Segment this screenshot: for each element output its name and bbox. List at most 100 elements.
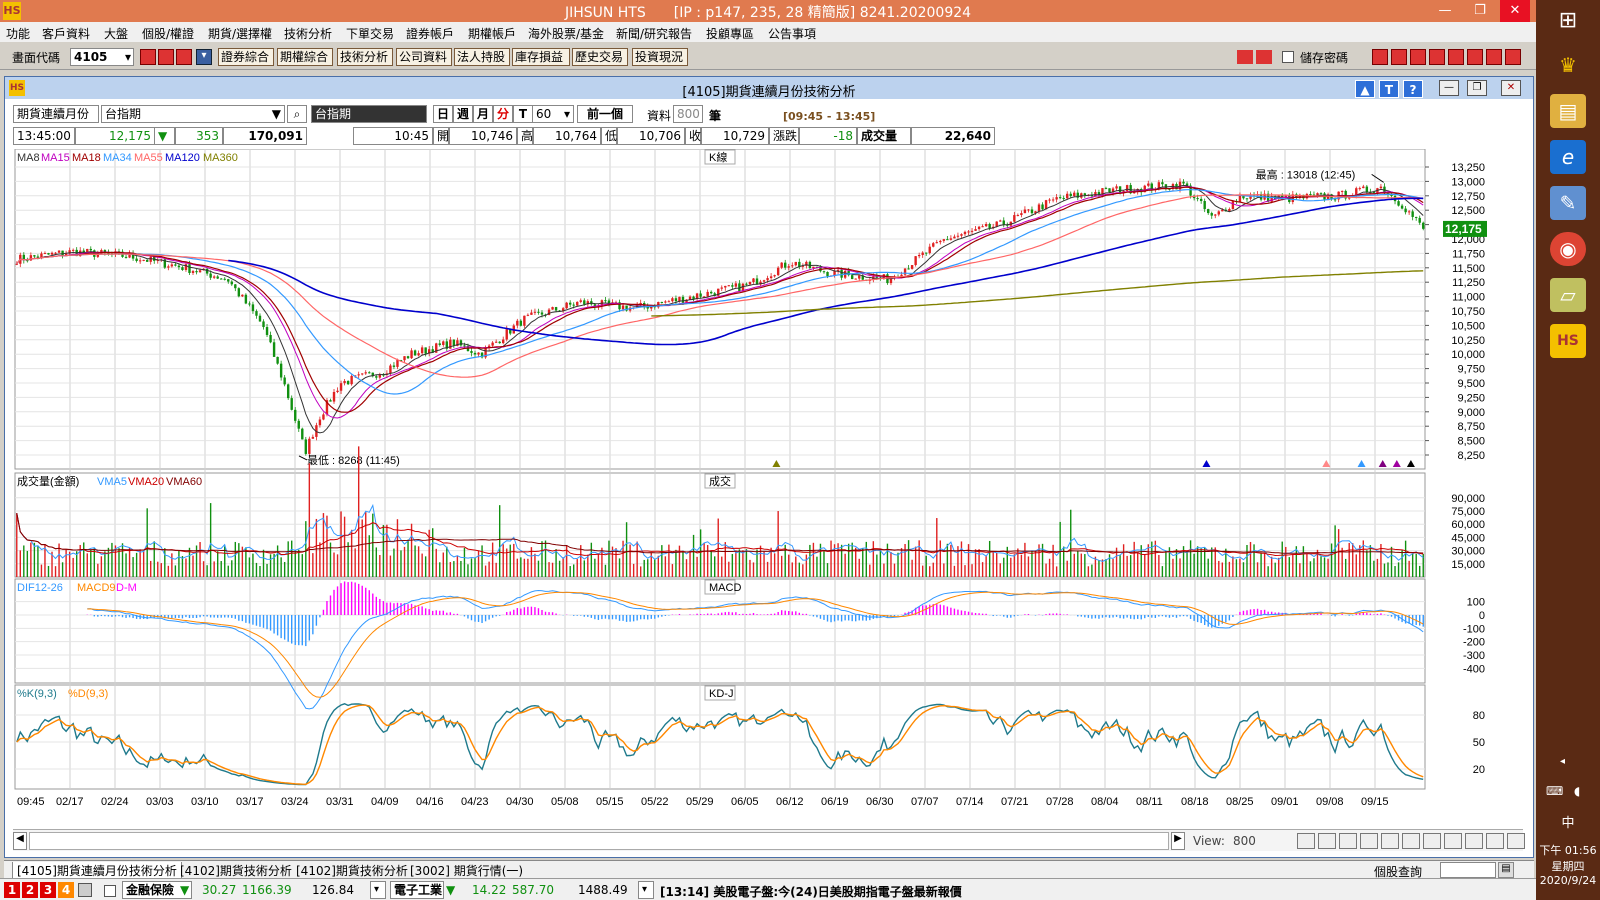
chart-tool-icon-6[interactable] — [1423, 833, 1441, 849]
period-button-0[interactable]: 日 — [433, 105, 453, 123]
period-button-3[interactable]: 分 — [493, 105, 513, 123]
stock-query-input[interactable] — [1440, 862, 1496, 878]
flag-left-icon[interactable] — [1237, 50, 1253, 64]
page-button-2[interactable]: 2 — [22, 882, 38, 898]
toolbar-button-2[interactable]: 技術分析 — [337, 48, 393, 66]
menu-item-7[interactable]: 證券帳戶 — [406, 27, 455, 41]
menu-item-9[interactable]: 海外股票/基金 — [528, 27, 605, 41]
crown-icon[interactable]: ♛ — [1559, 53, 1577, 77]
technical-chart-svg[interactable]: 13,25013,00012,75012,50012,25012,00011,7… — [13, 148, 1523, 825]
toolbar-button-0[interactable]: 證券綜合 — [218, 48, 274, 66]
page-button-4[interactable]: 4 — [58, 882, 74, 898]
data-count-input[interactable]: 800 — [673, 105, 703, 123]
menu-item-0[interactable]: 功能 — [6, 27, 31, 41]
query-menu-icon[interactable]: ▤ — [1498, 862, 1514, 878]
toolbar-button-4[interactable]: 法人持股 — [454, 48, 510, 66]
screen-code-input[interactable]: 4105 ▾ — [70, 48, 134, 66]
dropdown-icon[interactable]: ▾ — [196, 49, 212, 65]
prev-symbol-button[interactable]: 前一個 — [577, 105, 633, 123]
window-tab-0[interactable]: [4105]期貨連續月份技術分析 — [12, 862, 182, 880]
menu-item-8[interactable]: 期權帳戶 — [468, 27, 517, 41]
chart-tool-icon-8[interactable] — [1465, 833, 1483, 849]
save-password-checkbox[interactable] — [1282, 51, 1294, 63]
notes-icon[interactable]: ▱ — [1550, 278, 1586, 312]
ime-indicator[interactable]: 中 — [1561, 816, 1575, 831]
chart-area[interactable]: 13,25013,00012,75012,50012,25012,00011,7… — [13, 148, 1523, 825]
menu-item-12[interactable]: 公告事項 — [768, 27, 817, 41]
chevron-down-icon[interactable]: ▾ — [124, 50, 131, 64]
news-ticker[interactable]: [13:14] 美股電子盤:今(24)日美股期指電子盤最新報價 — [660, 885, 962, 899]
magnifier-icon[interactable]: ⌕ — [287, 105, 307, 123]
menu-item-10[interactable]: 新聞/研究報告 — [616, 27, 693, 41]
print-icon[interactable] — [176, 49, 192, 65]
child-restore-button[interactable]: ❐ — [1467, 80, 1487, 96]
window-tab-1[interactable]: [4102]期貨技術分析 — [180, 864, 292, 878]
sector2-select[interactable]: 電子工業 — [390, 881, 444, 899]
child-close-button[interactable]: ✕ — [1501, 80, 1521, 96]
chart-tool-icon-5[interactable] — [1402, 833, 1420, 849]
sector1-select[interactable]: 金融保險 — [122, 881, 192, 899]
hts-app-icon[interactable]: HS — [1550, 324, 1586, 358]
minimize-button[interactable]: — — [1438, 3, 1452, 18]
menu-item-3[interactable]: 個股/權證 — [142, 27, 195, 41]
sector2-dropdown-icon[interactable]: ▾ — [638, 881, 654, 899]
text-icon[interactable]: T — [1379, 80, 1399, 98]
clock-time[interactable]: 下午 01:56 — [1539, 844, 1597, 857]
folder-icon[interactable]: ▤ — [1550, 94, 1586, 128]
tray-expand-icon[interactable]: ◂ — [1560, 756, 1566, 767]
page-button-3[interactable]: 3 — [40, 882, 56, 898]
tool-icon-0[interactable] — [1372, 49, 1388, 65]
tool-icon-2[interactable] — [1410, 49, 1426, 65]
scroll-left-icon[interactable]: ◀ — [13, 832, 27, 850]
menu-item-11[interactable]: 投顧專區 — [706, 27, 755, 41]
menu-item-2[interactable]: 大盤 — [104, 27, 129, 41]
contract-type-select[interactable]: 期貨連續月份 — [13, 105, 99, 123]
search-icon[interactable] — [140, 49, 156, 65]
child-minimize-button[interactable]: — — [1439, 80, 1459, 96]
up-arrow-icon[interactable]: ▲ — [1355, 80, 1375, 98]
tool-icon-7[interactable] — [1505, 49, 1521, 65]
menu-item-4[interactable]: 期貨/選擇權 — [208, 27, 273, 41]
period-button-1[interactable]: 週 — [453, 105, 473, 123]
chart-tool-icon-0[interactable] — [1297, 833, 1315, 849]
internet-explorer-icon[interactable]: e — [1550, 140, 1586, 174]
network-icon[interactable]: ⌨ — [1546, 784, 1564, 798]
menu-item-1[interactable]: 客戶資料 — [42, 27, 91, 41]
chart-tool-icon-7[interactable] — [1444, 833, 1462, 849]
toolbar-button-7[interactable]: 投資現況 — [632, 48, 688, 66]
chart-scrollbar[interactable] — [29, 832, 1169, 850]
chrome-icon[interactable]: ◉ — [1550, 232, 1586, 266]
restore-button[interactable]: ❐ — [1474, 3, 1486, 18]
chart-tool-icon-10[interactable] — [1507, 833, 1525, 849]
chart-tool-icon-9[interactable] — [1486, 833, 1504, 849]
page-button-1[interactable]: 1 — [4, 882, 20, 898]
symbol-input[interactable]: 台指期 ▼ — [101, 105, 285, 123]
paint-icon[interactable]: ✎ — [1550, 186, 1586, 220]
chart-tool-icon-2[interactable] — [1339, 833, 1357, 849]
scroll-right-icon[interactable]: ▶ — [1171, 832, 1185, 850]
windows-start-icon[interactable]: ⊞ — [1558, 8, 1578, 33]
flag-right-icon[interactable] — [1256, 50, 1272, 64]
toolbar-button-3[interactable]: 公司資料 — [396, 48, 452, 66]
tool-icon-3[interactable] — [1429, 49, 1445, 65]
volume-icon[interactable]: ◖ — [1574, 784, 1581, 798]
chart-tool-icon-4[interactable] — [1381, 833, 1399, 849]
status-checkbox[interactable] — [104, 885, 116, 897]
period-button-4[interactable]: T — [513, 105, 533, 123]
menu-item-6[interactable]: 下單交易 — [346, 27, 395, 41]
lock-icon[interactable] — [78, 883, 92, 897]
window-tab-2[interactable]: [4102]期貨技術分析 — [296, 864, 408, 878]
help-icon[interactable]: ? — [1403, 80, 1423, 98]
tool-icon-1[interactable] — [1391, 49, 1407, 65]
minutes-select[interactable]: 60 ▾ — [532, 105, 574, 123]
window-tab-3[interactable]: [3002] 期貨行情(一) — [410, 864, 524, 878]
chart-tool-icon-3[interactable] — [1360, 833, 1378, 849]
toolbar-button-5[interactable]: 庫存損益 — [512, 48, 570, 66]
window-icon[interactable] — [158, 49, 174, 65]
close-button[interactable]: ✕ — [1500, 0, 1530, 22]
toolbar-button-1[interactable]: 期權綜合 — [277, 48, 333, 66]
tool-icon-5[interactable] — [1467, 49, 1483, 65]
chart-tool-icon-1[interactable] — [1318, 833, 1336, 849]
toolbar-button-6[interactable]: 歷史交易 — [572, 48, 628, 66]
period-button-2[interactable]: 月 — [473, 105, 493, 123]
